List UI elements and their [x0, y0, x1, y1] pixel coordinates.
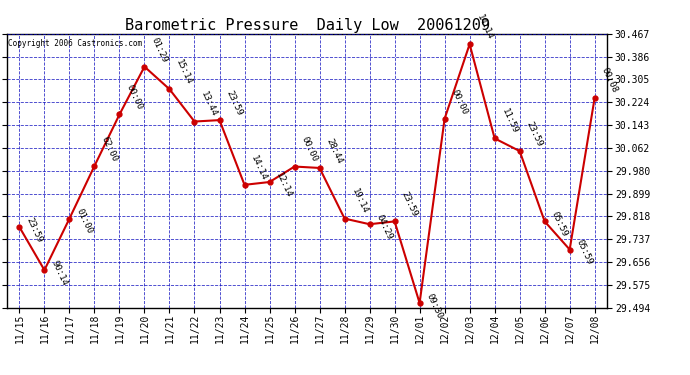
Text: 00:08: 00:08	[600, 66, 619, 95]
Text: 12:14: 12:14	[275, 171, 294, 199]
Text: 05:59: 05:59	[575, 238, 594, 267]
Text: Copyright 2006 Castronics.com: Copyright 2006 Castronics.com	[8, 39, 142, 48]
Text: 90:14: 90:14	[50, 259, 69, 287]
Text: 11:59: 11:59	[500, 107, 519, 135]
Text: 13:44: 13:44	[199, 90, 219, 118]
Title: Barometric Pressure  Daily Low  20061209: Barometric Pressure Daily Low 20061209	[125, 18, 489, 33]
Text: 15:14: 15:14	[175, 58, 194, 86]
Text: 00:00: 00:00	[124, 83, 144, 112]
Text: 28:44: 28:44	[324, 137, 344, 165]
Text: 00:00: 00:00	[450, 88, 469, 116]
Text: 05:59: 05:59	[550, 210, 569, 238]
Text: 14:14: 14:14	[475, 13, 494, 41]
Text: 04:29: 04:29	[375, 213, 394, 241]
Text: 14:14: 14:14	[250, 154, 269, 182]
Text: 09:30: 09:30	[424, 292, 444, 320]
Text: 19:14: 19:14	[350, 188, 369, 216]
Text: 23:59: 23:59	[524, 120, 544, 148]
Text: 01:00: 01:00	[75, 207, 94, 236]
Text: 01:29: 01:29	[150, 36, 169, 64]
Text: 23:59: 23:59	[400, 190, 419, 219]
Text: 23:59: 23:59	[224, 89, 244, 117]
Text: 00:00: 00:00	[299, 135, 319, 164]
Text: 62:00: 62:00	[99, 135, 119, 163]
Text: 23:59: 23:59	[24, 216, 44, 244]
